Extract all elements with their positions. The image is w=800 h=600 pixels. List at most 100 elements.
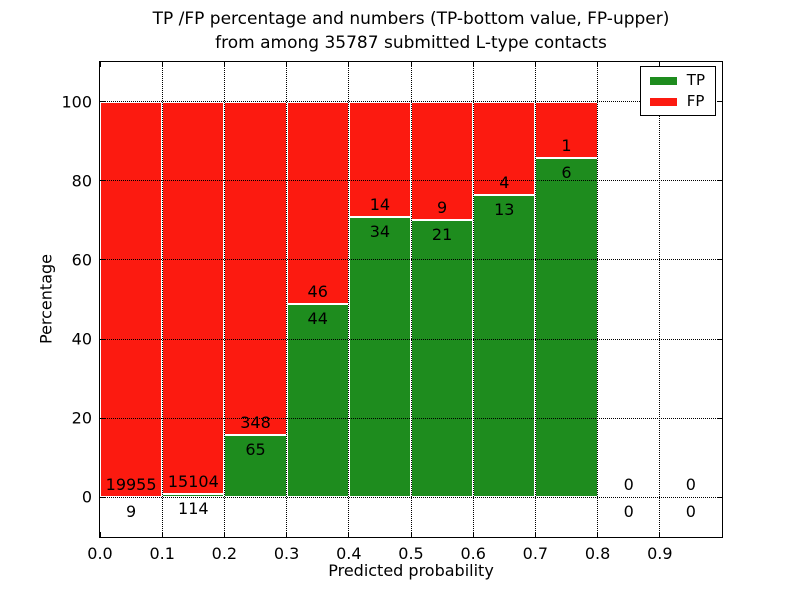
x-tick-mark — [223, 62, 225, 67]
fp-count-label: 46 — [307, 281, 328, 301]
y-tick-label: 100 — [61, 92, 92, 112]
x-tick-mark — [286, 62, 288, 67]
x-tick-mark — [161, 62, 163, 67]
bar-segment-tp — [162, 494, 225, 498]
x-tick-mark — [597, 62, 599, 67]
bar-segment-fp — [473, 101, 536, 195]
bar-segment-fp — [286, 101, 349, 304]
x-tick-mark — [472, 532, 474, 537]
bar-segment-fp — [535, 101, 598, 159]
x-tick-label: 0.1 — [149, 544, 175, 563]
y-tick-mark — [100, 417, 105, 419]
y-tick-mark — [100, 101, 105, 103]
fp-count-label: 348 — [240, 413, 271, 433]
legend-swatch-tp-icon — [649, 76, 677, 85]
gridline-vertical — [410, 62, 412, 537]
tp-count-label: 9 — [126, 502, 137, 522]
x-tick-label: 0.9 — [647, 544, 673, 563]
bar-segment-fp — [100, 101, 163, 498]
tp-count-label: 13 — [494, 199, 515, 219]
x-tick-label: 0.2 — [211, 544, 238, 563]
x-tick-label: 0.3 — [273, 544, 300, 563]
y-tick-mark — [100, 496, 105, 498]
gridline-horizontal — [100, 338, 722, 340]
bar-segment-tp — [224, 435, 287, 498]
legend-label-fp: FP — [686, 92, 705, 110]
x-tick-mark — [410, 62, 412, 67]
fp-count-label: 9 — [437, 198, 448, 218]
gridline-vertical — [534, 62, 536, 537]
plot-area: TP FP 19955 9 15104 114 348 65 46 44 14 34 9 21 4 13 1… — [61, 61, 723, 563]
chart-title: TP /FP percentage and numbers (TP-bottom… — [99, 7, 723, 55]
gridline-horizontal — [100, 417, 722, 419]
legend-item-tp: TP — [649, 71, 705, 89]
x-tick-mark — [223, 532, 225, 537]
y-tick-mark — [717, 496, 722, 498]
x-tick-mark — [410, 532, 412, 537]
tp-count-label: 0 — [623, 502, 634, 522]
fp-count-label: 19955 — [105, 475, 157, 495]
fp-count-label: 14 — [369, 195, 391, 215]
tp-count-label: 21 — [431, 225, 453, 245]
x-tick-mark — [99, 532, 101, 537]
y-tick-label: 60 — [71, 250, 92, 270]
legend-label-tp: TP — [686, 71, 705, 89]
x-tick-label: 0.7 — [522, 544, 549, 563]
chart-title-line1: TP /FP percentage and numbers (TP-bottom… — [152, 9, 670, 29]
bar-segment-tp — [348, 217, 411, 498]
bar-segment-fp — [162, 101, 225, 495]
y-tick-label: 40 — [71, 329, 92, 349]
gridline-vertical — [348, 62, 350, 537]
y-tick-mark — [717, 180, 722, 182]
gridline-vertical — [659, 62, 661, 537]
x-tick-mark — [161, 532, 163, 537]
x-tick-label: 0.5 — [398, 544, 424, 563]
x-tick-mark — [597, 532, 599, 537]
gridline-horizontal — [100, 259, 722, 261]
y-tick-mark — [717, 417, 722, 419]
y-tick-mark — [717, 338, 722, 340]
tp-count-label: 6 — [561, 163, 572, 183]
gridline-vertical — [597, 62, 599, 537]
x-tick-mark — [286, 532, 288, 537]
x-tick-mark — [534, 532, 536, 537]
bar-segment-tp — [535, 158, 598, 498]
fp-count-label: 1 — [561, 136, 572, 156]
x-tick-mark — [348, 62, 350, 67]
x-tick-mark — [659, 532, 661, 537]
bar-segment-tp — [286, 303, 349, 498]
tp-count-label: 44 — [307, 308, 328, 328]
x-tick-mark — [99, 62, 101, 67]
y-axis-label: Percentage — [36, 253, 56, 345]
gridline-vertical — [223, 62, 225, 537]
x-tick-mark — [472, 62, 474, 67]
y-tick-label: 80 — [71, 171, 92, 191]
tp-count-label: 114 — [178, 499, 209, 519]
gridline-horizontal — [100, 101, 722, 103]
y-tick-mark — [100, 338, 105, 340]
gridline-horizontal — [100, 180, 722, 182]
x-tick-label: 0.6 — [460, 544, 486, 563]
x-tick-mark — [348, 532, 350, 537]
bar-segment-fp — [348, 101, 411, 218]
tp-count-label: 0 — [685, 502, 696, 522]
x-tick-label: 0.4 — [336, 544, 362, 563]
legend-swatch-fp-icon — [649, 97, 677, 106]
tp-count-label: 34 — [369, 222, 391, 242]
y-tick-mark — [100, 180, 105, 182]
y-tick-label: 0 — [81, 487, 92, 507]
y-tick-mark — [100, 259, 105, 261]
gridline-vertical — [161, 62, 163, 537]
bar-segment-fp — [224, 101, 287, 436]
bar-segment-tp — [411, 220, 474, 498]
x-axis-label: Predicted probability — [328, 561, 494, 580]
chart-title-line2: from among 35787 submitted L-type contac… — [215, 33, 607, 53]
x-tick-label: 0.0 — [87, 544, 113, 563]
y-tick-label: 20 — [71, 408, 92, 428]
gridline-vertical — [286, 62, 288, 537]
bar-segment-fp — [411, 101, 474, 221]
fp-count-label: 0 — [623, 475, 634, 495]
gridline-vertical — [472, 62, 474, 537]
gridline-horizontal — [100, 496, 722, 498]
